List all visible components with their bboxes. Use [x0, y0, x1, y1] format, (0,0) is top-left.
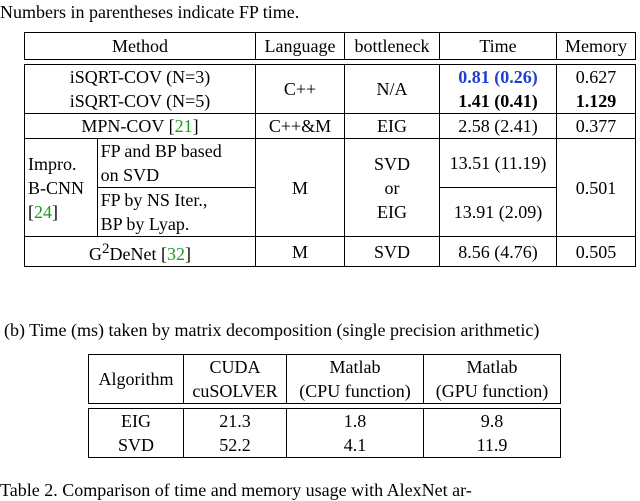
- table-row: iSQRT-COV (N=3) iSQRT-COV (N=5) C++ N/A …: [24, 64, 636, 114]
- table-row: G2DeNet [32] M SVD 8.56 (4.76) 0.505: [24, 236, 636, 267]
- header-time: Time: [439, 32, 557, 60]
- mpn-bottleneck: EIG: [344, 113, 440, 139]
- g2denet-bottleneck: SVD: [344, 236, 440, 267]
- impro-time-svd: 13.51 (11.19): [439, 138, 557, 188]
- header-matlab-cpu: Matlab (CPU function): [286, 354, 424, 404]
- matlab-cpu-cell: 1.8 4.1: [286, 408, 424, 458]
- g2denet-language: M: [255, 236, 345, 267]
- header-cuda: CUDA cuSOLVER: [183, 354, 287, 404]
- impro-variant-ns: FP by NS Iter., BP by Lyap.: [96, 187, 257, 237]
- isqrt-language: C++: [255, 64, 345, 114]
- isqrt-n3-time: 0.81 (0.26): [458, 67, 538, 87]
- header-algorithm: Algorithm: [88, 354, 184, 404]
- g2denet-time: 8.56 (4.76): [439, 236, 557, 267]
- header-matlab-gpu: Matlab (GPU function): [423, 354, 561, 404]
- g2denet-method: G2DeNet [32]: [24, 236, 256, 267]
- impro-language: M: [255, 138, 345, 237]
- impro-bottleneck: SVD or EIG: [344, 138, 440, 237]
- comparison-table: Method Language bottleneck Time Memory i…: [24, 32, 636, 267]
- table-row: FP by NS Iter., BP by Lyap. 13.91 (2.09): [25, 187, 636, 237]
- table-caption-note: Numbers in parentheses indicate FP time.: [0, 2, 300, 22]
- citation-link[interactable]: 32: [166, 244, 185, 264]
- impro-variant-svd: FP and BP based on SVD: [96, 138, 257, 188]
- subtable-caption: (b) Time (ms) taken by matrix decomposit…: [4, 320, 540, 340]
- isqrt-method-cell: iSQRT-COV (N=3) iSQRT-COV (N=5): [24, 64, 256, 114]
- isqrt-bottleneck: N/A: [344, 64, 440, 114]
- header-language: Language: [255, 32, 345, 60]
- citation-link[interactable]: 24: [34, 201, 52, 222]
- header-method: Method: [24, 32, 256, 60]
- mpn-method: MPN-COV [21]: [24, 113, 256, 139]
- isqrt-n3-label: iSQRT-COV (N=3): [69, 67, 211, 87]
- impro-time-ns: 13.91 (2.09): [439, 187, 557, 237]
- table-row: MPN-COV [21] C++&M EIG 2.58 (2.41) 0.377: [24, 113, 636, 139]
- header-memory: Memory: [556, 32, 636, 60]
- header-row: Method Language bottleneck Time Memory: [24, 32, 636, 60]
- cuda-cell: 21.3 52.2: [183, 408, 287, 458]
- mpn-time: 2.58 (2.41): [439, 113, 557, 139]
- isqrt-n5-label: iSQRT-COV (N=5): [69, 91, 211, 111]
- header-row: Algorithm CUDA cuSOLVER Matlab (CPU functi…: [88, 354, 561, 404]
- table-caption: Table 2. Comparison of time and memory u…: [0, 480, 472, 500]
- impro-memory: 0.501: [556, 138, 636, 237]
- header-bottleneck: bottleneck: [344, 32, 440, 60]
- isqrt-time-cell: 0.81 (0.26) 1.41 (0.41): [439, 64, 557, 114]
- mpn-language: C++&M: [255, 113, 345, 139]
- g2denet-memory: 0.505: [556, 236, 636, 267]
- mpn-memory: 0.377: [556, 113, 636, 139]
- isqrt-memory-cell: 0.627 1.129: [556, 64, 636, 114]
- isqrt-n3-memory: 0.627: [575, 67, 617, 87]
- matlab-gpu-cell: 9.8 11.9: [423, 408, 561, 458]
- isqrt-n5-memory: 1.129: [575, 91, 617, 111]
- table-row: EIG SVD 21.3 52.2 1.8 4.1 9.8 11.9: [88, 408, 561, 458]
- decomposition-time-table: Algorithm CUDA cuSOLVER Matlab (CPU functi…: [88, 354, 561, 458]
- impro-method: Impro. B-CNN [24]: [24, 138, 98, 237]
- algorithm-cell: EIG SVD: [88, 408, 184, 458]
- citation-link[interactable]: 21: [174, 116, 193, 136]
- table-row: Impro. B-CNN [24] FP and BP based on SVD…: [24, 138, 636, 237]
- isqrt-n5-time: 1.41 (0.41): [458, 91, 538, 111]
